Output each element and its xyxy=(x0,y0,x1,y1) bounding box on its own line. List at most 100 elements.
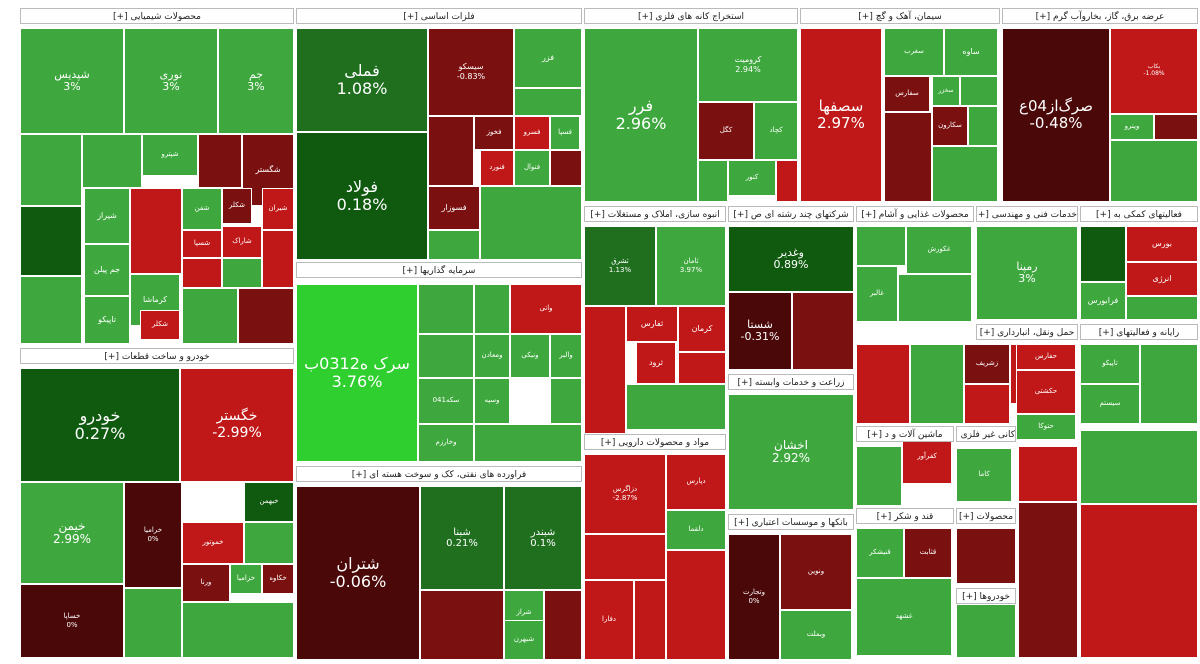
stock-tile[interactable]: حتوکا xyxy=(1016,414,1076,440)
sector-header[interactable]: محصولات [+] xyxy=(956,508,1016,524)
stock-tile[interactable]: کاما xyxy=(956,448,1012,502)
stock-tile[interactable]: تاپیکو xyxy=(84,296,130,344)
stock-tile[interactable]: غالبر xyxy=(856,266,898,322)
stock-tile[interactable]: رمپنا 3% xyxy=(976,226,1078,320)
stock-tile[interactable]: وخارزم xyxy=(418,424,474,462)
minor-stock-tile[interactable] xyxy=(222,258,262,288)
stock-tile[interactable]: فرر 2.96% xyxy=(584,28,698,202)
minor-stock-tile[interactable] xyxy=(550,150,582,186)
stock-tile[interactable]: ثفارس xyxy=(626,306,678,342)
stock-tile[interactable]: خگستر -2.99% xyxy=(180,368,294,482)
minor-stock-tile[interactable] xyxy=(198,134,242,188)
stock-tile[interactable]: خرامیا 0% xyxy=(124,482,182,588)
stock-tile[interactable]: سغرب xyxy=(884,28,944,76)
stock-tile[interactable]: شیراز xyxy=(84,188,130,244)
minor-stock-tile[interactable] xyxy=(678,352,726,384)
sector-header[interactable]: خودروها [+] xyxy=(956,588,1016,604)
stock-tile[interactable]: ثرود xyxy=(636,342,676,384)
sector-header[interactable]: عرضه برق، گاز، بخاروآب گرم [+] xyxy=(1002,8,1198,24)
sector-header[interactable]: محصولات غذایی و آشام [+] xyxy=(856,206,974,222)
stock-tile[interactable]: فملی 1.08% xyxy=(296,28,428,132)
minor-stock-tile[interactable] xyxy=(960,76,998,106)
stock-tile[interactable]: دلقما xyxy=(666,510,726,550)
sector-header[interactable]: خدمات فنی و مهندسی [+] xyxy=(976,206,1078,222)
minor-stock-tile[interactable] xyxy=(428,230,480,260)
stock-tile[interactable]: نوری 3% xyxy=(124,28,218,134)
minor-stock-tile[interactable] xyxy=(898,274,972,322)
stock-tile[interactable]: فولاد 0.18% xyxy=(296,132,428,260)
stock-tile[interactable]: سکارون xyxy=(932,106,968,146)
stock-tile[interactable]: بکاب -1.08% xyxy=(1110,28,1198,114)
stock-tile[interactable]: دفارا xyxy=(584,580,634,660)
minor-stock-tile[interactable] xyxy=(514,88,582,116)
minor-stock-tile[interactable] xyxy=(20,206,82,276)
minor-stock-tile[interactable] xyxy=(584,534,666,580)
stock-tile[interactable]: والبر xyxy=(550,334,582,378)
stock-tile[interactable]: شستا -0.31% xyxy=(728,292,792,370)
sector-header[interactable]: فعالیتهای کمکی به [+] xyxy=(1080,206,1198,222)
minor-stock-tile[interactable] xyxy=(964,384,1010,424)
minor-stock-tile[interactable] xyxy=(238,288,294,344)
stock-tile[interactable]: قنیشکر xyxy=(856,528,904,578)
stock-tile[interactable]: شپدیس 3% xyxy=(20,28,124,134)
stock-tile[interactable]: بورس xyxy=(1126,226,1198,262)
minor-stock-tile[interactable] xyxy=(1018,446,1078,502)
minor-stock-tile[interactable] xyxy=(584,306,626,434)
sector-header[interactable]: مواد و محصولات دارویی [+] xyxy=(584,434,726,450)
sector-header[interactable]: بانکها و موسسات اعتباری [+] xyxy=(728,514,854,530)
stock-tile[interactable]: زشریف xyxy=(964,344,1010,384)
minor-stock-tile[interactable] xyxy=(1018,502,1078,658)
minor-stock-tile[interactable] xyxy=(20,276,82,344)
minor-stock-tile[interactable] xyxy=(956,528,1016,584)
sector-header[interactable]: انبوه سازی، املاک و مستغلات [+] xyxy=(584,206,726,222)
stock-tile[interactable]: فرابورس xyxy=(1080,282,1126,320)
stock-tile[interactable]: شبندر 0.1% xyxy=(504,486,582,590)
stock-tile[interactable]: سرک ه0312ب 3.76% xyxy=(296,284,418,462)
minor-stock-tile[interactable] xyxy=(474,424,582,462)
stock-tile[interactable]: شاراک xyxy=(222,226,262,258)
sector-header[interactable]: سرمایه گذاریها [+] xyxy=(296,262,582,278)
stock-tile[interactable]: صرگ‌از04ع -0.48% xyxy=(1002,28,1110,202)
sector-header[interactable]: حمل ونقل، انبارداری [+] xyxy=(976,324,1078,340)
minor-stock-tile[interactable] xyxy=(626,384,726,430)
stock-tile[interactable]: ونوین xyxy=(780,534,852,610)
stock-tile[interactable]: غشهد xyxy=(856,578,952,656)
stock-tile[interactable]: دزاگرس -2.87% xyxy=(584,454,666,534)
stock-tile[interactable]: جم 3% xyxy=(218,28,294,134)
stock-tile[interactable]: فسوزار xyxy=(428,186,480,230)
minor-stock-tile[interactable] xyxy=(262,230,294,288)
stock-tile[interactable]: فزر xyxy=(514,28,582,88)
sector-header[interactable]: خودرو و ساخت قطعات [+] xyxy=(20,348,294,364)
sector-header[interactable]: استخراج کانه های فلزی [+] xyxy=(584,8,798,24)
stock-tile[interactable]: فنوال xyxy=(514,150,550,186)
stock-tile[interactable]: وبملت xyxy=(780,610,852,660)
minor-stock-tile[interactable] xyxy=(932,146,998,202)
stock-tile[interactable]: کرمان xyxy=(678,306,726,352)
stock-tile[interactable]: خبهمن xyxy=(244,482,294,522)
stock-tile[interactable]: کنور xyxy=(728,160,776,196)
stock-tile[interactable]: کگل xyxy=(698,102,754,160)
minor-stock-tile[interactable] xyxy=(634,580,666,660)
minor-stock-tile[interactable] xyxy=(244,522,294,564)
minor-stock-tile[interactable] xyxy=(1154,114,1198,140)
minor-stock-tile[interactable] xyxy=(856,344,910,424)
sector-header[interactable]: شرکتهای چند رشته ای ص [+] xyxy=(728,206,854,222)
stock-tile[interactable]: فخوز xyxy=(474,116,514,150)
stock-tile[interactable]: سفارس xyxy=(884,76,930,112)
stock-tile[interactable]: ورنا xyxy=(182,564,230,602)
stock-tile[interactable]: تاپیکو xyxy=(1080,344,1140,384)
stock-tile[interactable]: شکلر xyxy=(222,188,252,224)
minor-stock-tile[interactable] xyxy=(418,284,474,334)
minor-stock-tile[interactable] xyxy=(792,292,854,370)
minor-stock-tile[interactable] xyxy=(1080,226,1126,282)
minor-stock-tile[interactable] xyxy=(698,160,728,202)
sector-header[interactable]: سیمان، آهک و گچ [+] xyxy=(800,8,1000,24)
minor-stock-tile[interactable] xyxy=(82,134,142,188)
stock-tile[interactable]: وتجارت 0% xyxy=(728,534,780,660)
sector-header[interactable]: قند و شکر [+] xyxy=(856,508,954,524)
minor-stock-tile[interactable] xyxy=(910,344,964,424)
minor-stock-tile[interactable] xyxy=(480,186,582,260)
minor-stock-tile[interactable] xyxy=(776,160,798,202)
stock-tile[interactable]: شبنا 0.21% xyxy=(420,486,504,590)
minor-stock-tile[interactable] xyxy=(1140,344,1198,424)
